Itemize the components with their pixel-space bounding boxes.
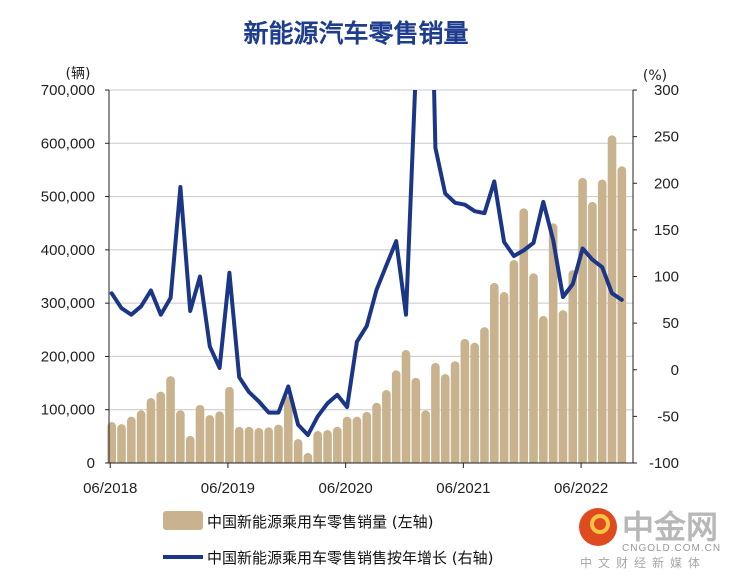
bar (205, 415, 215, 463)
bar (460, 338, 470, 463)
bar (352, 416, 362, 463)
bar (588, 201, 597, 463)
bar (372, 402, 381, 463)
bar (362, 411, 372, 463)
bar (509, 259, 519, 463)
bar (342, 416, 352, 463)
bar (215, 411, 224, 463)
right-axis-unit: (%) (643, 68, 667, 84)
bar (303, 452, 313, 463)
bar (176, 410, 185, 463)
x-tick-label: 06/2019 (201, 480, 255, 497)
right-tick-label: -100 (649, 455, 679, 472)
left-tick-label: 0 (87, 455, 95, 472)
bar (333, 426, 342, 463)
bar (431, 362, 440, 463)
bar (489, 282, 499, 463)
bar (391, 370, 401, 463)
bar (146, 397, 156, 463)
left-axis-ticks: 0 100,000 200,000 300,000 400,000 500,000 600,… (41, 82, 109, 472)
bar (558, 310, 568, 463)
bar (225, 386, 234, 463)
legend: 中国新能源乘用车零售销量 (左轴) 中国新能源乘用车零售销售按年增长 (右轴) (163, 511, 493, 567)
cngold-logo-icon (579, 508, 617, 546)
x-tick-label: 06/2021 (436, 480, 490, 497)
bar (136, 410, 146, 463)
right-tick-label: 250 (654, 129, 679, 146)
line-series (109, 90, 624, 437)
legend-swatch-bar (163, 511, 203, 530)
left-axis-unit: (辆) (66, 66, 91, 82)
left-tick-label: 300,000 (41, 295, 95, 312)
watermark-logo: 中金网 CNGOLD.COM.CN 中文财经新媒体 (579, 508, 721, 570)
right-tick-label: 0 (671, 362, 679, 379)
bar (293, 439, 303, 463)
bar (568, 270, 578, 463)
right-axis-ticks: -100 -50 0 50 100 150 200 250 300 (633, 82, 679, 472)
legend-label-line: 中国新能源乘用车零售销售按年增长 (右轴) (207, 549, 493, 567)
x-axis-ticks: 06/2018 06/2019 06/2020 06/2021 06/2022 (83, 463, 608, 497)
bar (529, 273, 538, 463)
bar (450, 361, 460, 463)
left-tick-label: 500,000 (41, 189, 95, 206)
chart-title: 新能源汽车零售销量 (243, 19, 468, 48)
left-tick-label: 700,000 (41, 82, 95, 99)
bar (323, 429, 332, 463)
right-tick-label: -50 (657, 408, 679, 425)
bar (470, 342, 479, 463)
bar (548, 223, 558, 463)
x-tick-label: 06/2020 (319, 480, 373, 497)
bar (440, 374, 450, 463)
watermark-domain: CNGOLD.COM.CN (622, 543, 721, 554)
bar (607, 135, 617, 464)
watermark-brand: 中金网 (622, 508, 718, 546)
bar (313, 431, 323, 463)
bar (274, 424, 283, 463)
bar (254, 427, 264, 463)
bar (156, 391, 166, 463)
watermark-tagline: 中文财经新媒体 (580, 555, 706, 570)
bar (264, 427, 273, 463)
right-tick-label: 200 (654, 175, 679, 192)
left-tick-label: 600,000 (41, 135, 95, 152)
bar (127, 416, 136, 463)
bar (421, 410, 430, 463)
bar (107, 421, 116, 463)
bar (117, 424, 126, 463)
right-tick-label: 100 (654, 269, 679, 286)
bar (195, 404, 205, 463)
bar (401, 350, 411, 463)
bar (499, 291, 509, 463)
legend-label-bar: 中国新能源乘用车零售销量 (左轴) (207, 513, 433, 531)
bar-series (107, 135, 627, 464)
bar (617, 166, 627, 463)
right-tick-label: 150 (654, 222, 679, 239)
bar (578, 177, 587, 463)
bar (411, 377, 421, 463)
right-tick-label: 300 (654, 82, 679, 99)
left-tick-label: 400,000 (41, 242, 95, 259)
left-tick-label: 200,000 (41, 348, 95, 365)
bar (185, 435, 195, 463)
left-tick-label: 100,000 (41, 402, 95, 419)
x-tick-label: 06/2018 (83, 480, 137, 497)
bar (244, 426, 254, 463)
bar (283, 396, 293, 463)
bar (597, 179, 607, 463)
bar (234, 426, 244, 463)
bar (166, 376, 175, 463)
bar (480, 327, 489, 463)
x-tick-label: 06/2022 (554, 480, 608, 497)
right-tick-label: 50 (662, 315, 679, 332)
bar (539, 315, 548, 463)
bar (519, 208, 529, 463)
bar (382, 389, 391, 463)
